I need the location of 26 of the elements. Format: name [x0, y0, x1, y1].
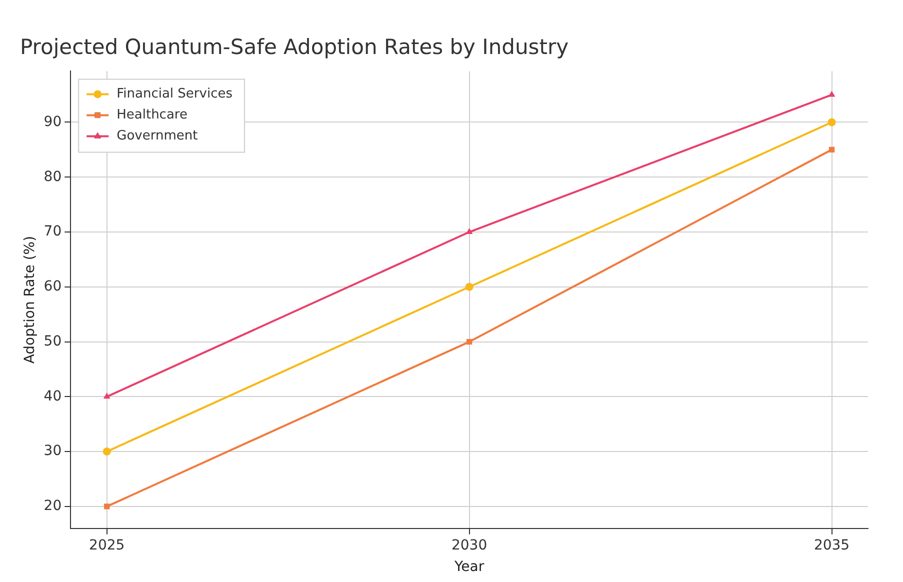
y-tick-label: 30 [44, 443, 62, 460]
legend-label: Healthcare [116, 108, 188, 123]
x-tick-label: 2035 [814, 537, 850, 554]
legend-label: Financial Services [116, 86, 233, 102]
y-tick-label: 80 [44, 168, 62, 185]
y-tick-label: 70 [44, 224, 62, 240]
x-tick-label: 2025 [89, 537, 125, 554]
point [466, 338, 472, 345]
y-axis-title: Adoption Rate (%) [22, 236, 38, 364]
y-tick-label: 40 [44, 388, 62, 404]
point [104, 504, 110, 510]
point [103, 392, 110, 399]
x-tick-label: 2030 [451, 537, 488, 554]
x-axis-title: Year [453, 559, 484, 576]
y-tick-label: 60 [44, 278, 62, 295]
y-tick-label: 50 [44, 333, 62, 350]
point [102, 448, 111, 456]
point [465, 282, 474, 291]
point [466, 228, 473, 234]
legend-label: Government [116, 128, 198, 144]
point [828, 90, 836, 97]
chart-title: Projected Quantum-Safe Adoption Rates by Industry [20, 35, 569, 60]
y-tick-label: 90 [44, 114, 62, 130]
point [828, 118, 836, 126]
y-tick-label: 20 [44, 498, 62, 514]
point [828, 146, 835, 153]
